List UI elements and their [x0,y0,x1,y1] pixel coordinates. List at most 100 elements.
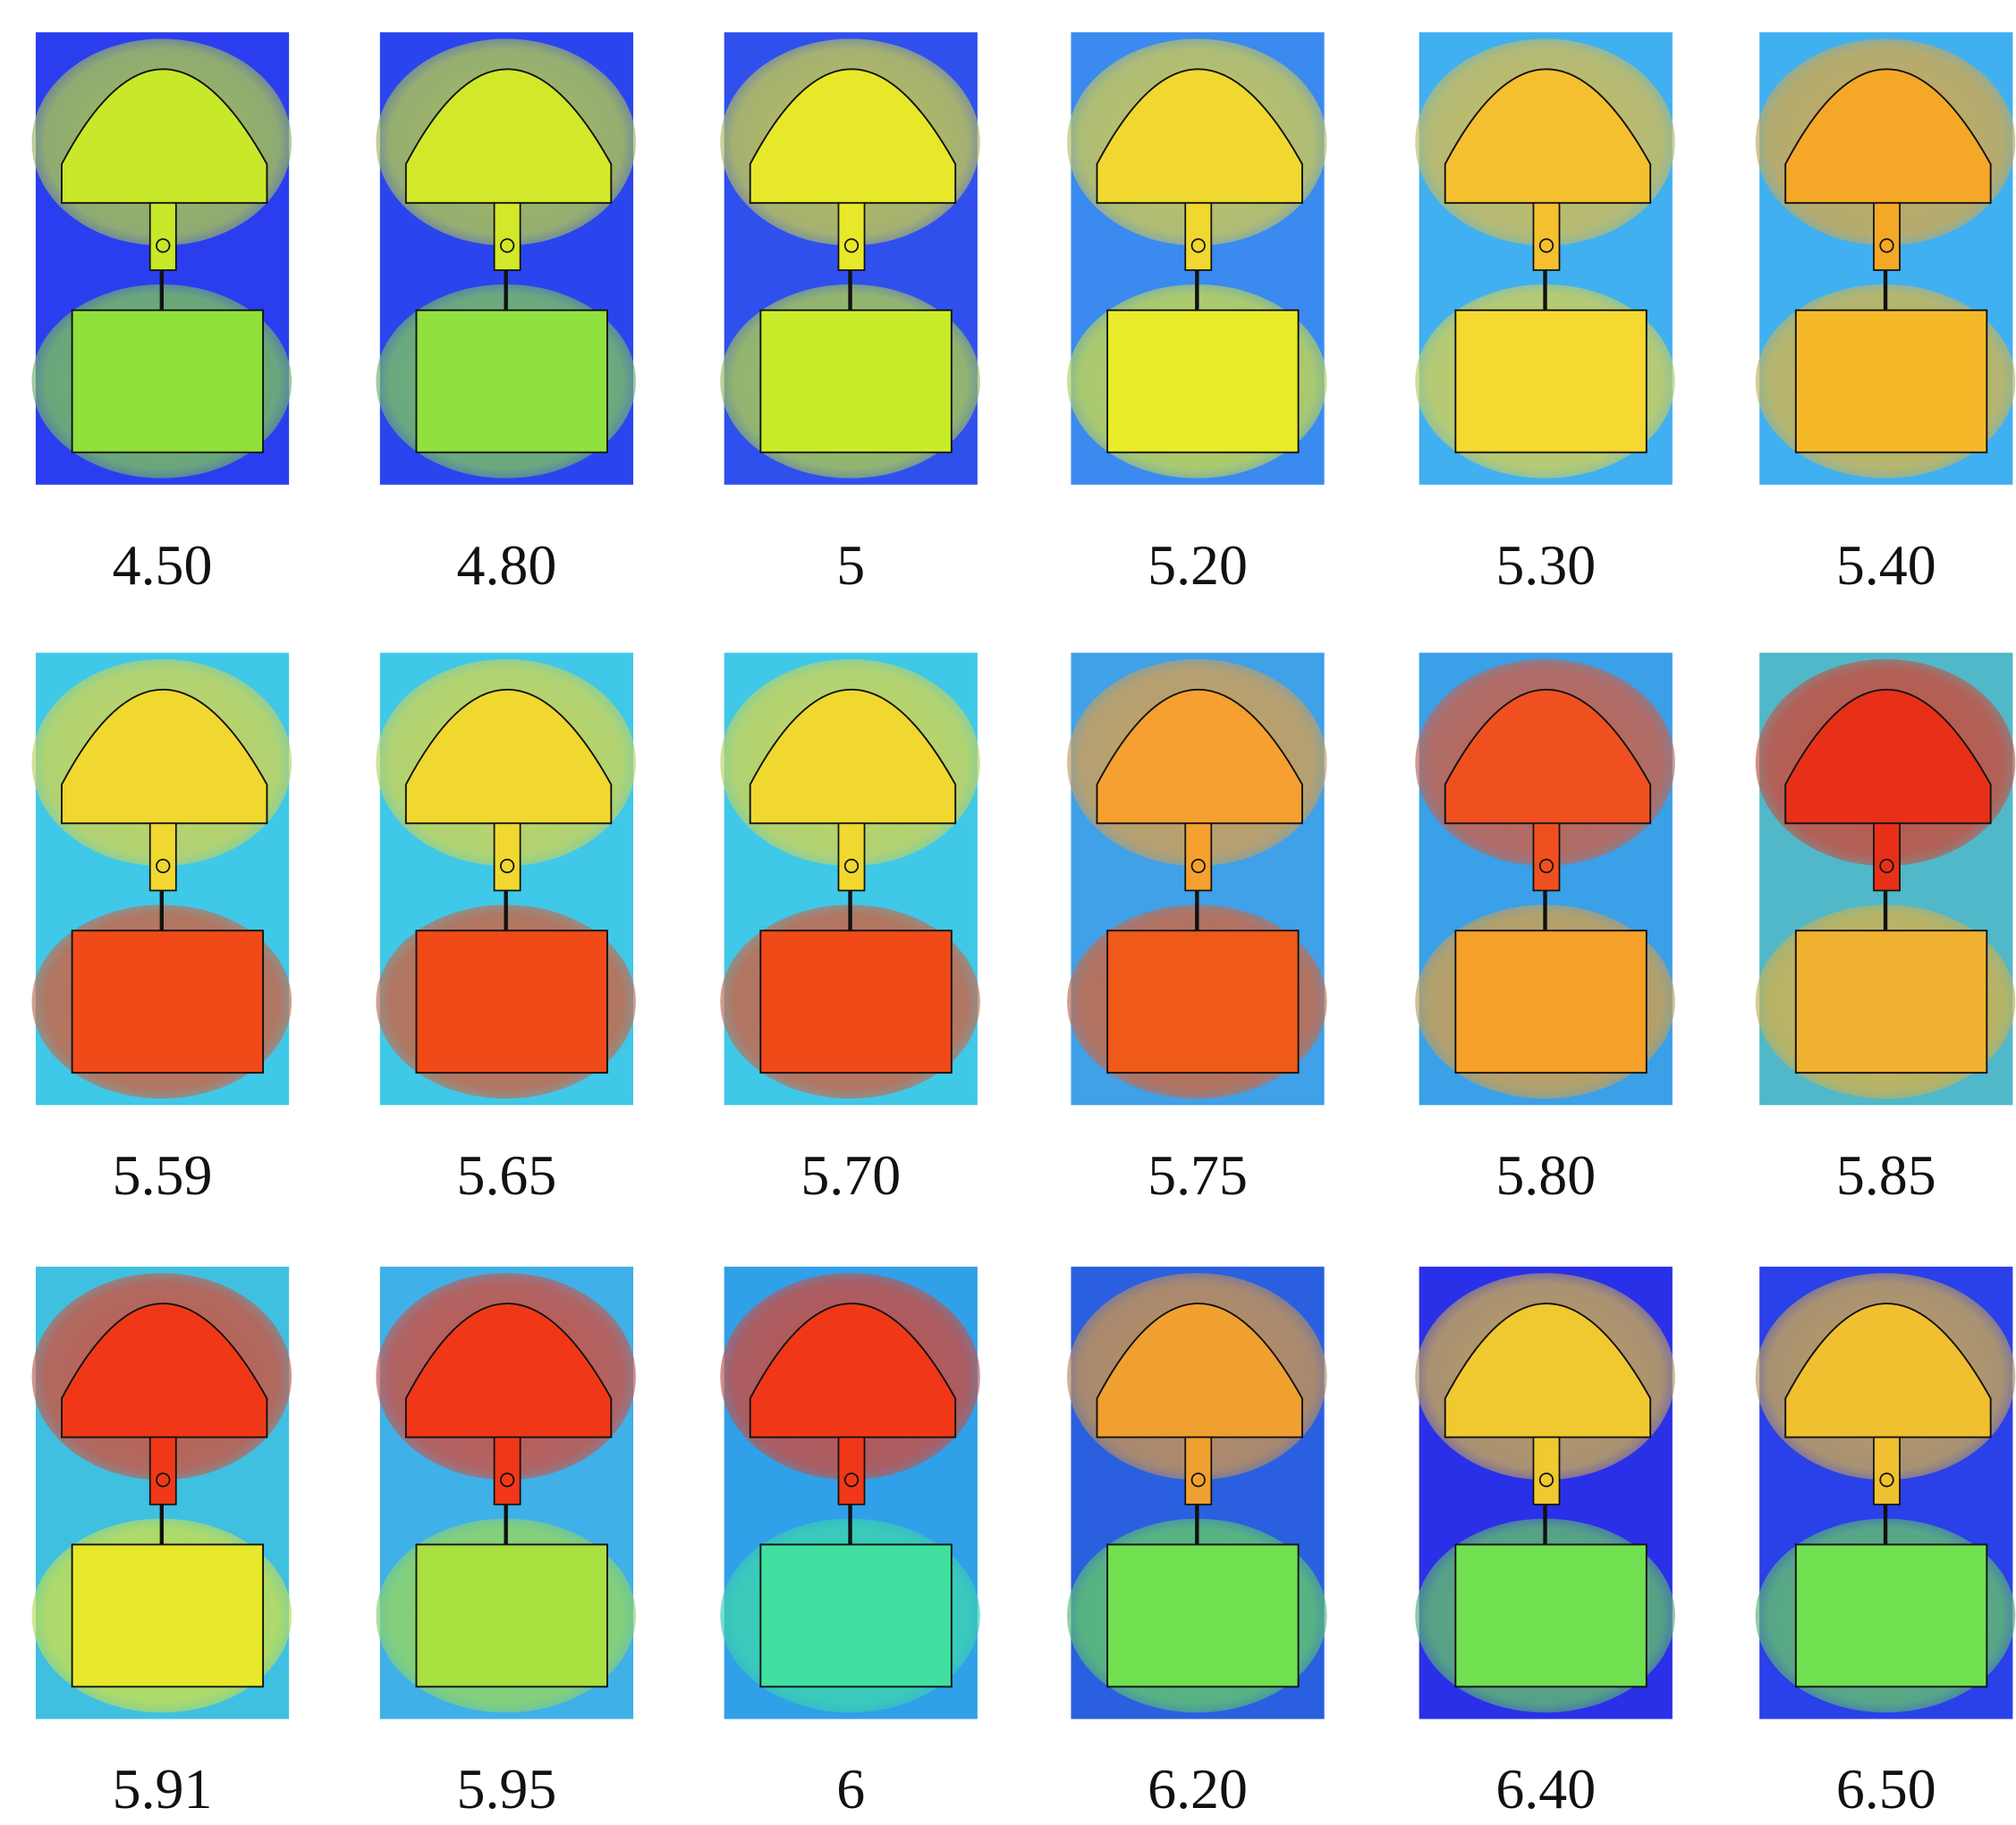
ground-patch [1794,309,1988,454]
ground-patch [759,309,953,454]
ground-patch [1454,309,1648,454]
via [1190,238,1206,253]
frequency-label: 5.40 [1836,533,1936,597]
feed-stem [837,822,866,892]
ground-patch [415,929,608,1074]
feed-stem [837,1436,866,1506]
frequency-label: 6.20 [1148,1757,1248,1821]
ground-patch [759,929,953,1074]
field-plot [1415,1266,1675,1719]
ground-patch [759,1543,953,1688]
feed-stem [1873,822,1901,892]
frequency-label: 5.59 [113,1143,213,1207]
feed-stem [837,201,866,271]
frequency-label: 6 [836,1757,865,1821]
frequency-label: 5.20 [1148,533,1248,597]
via [1879,858,1894,874]
frequency-label: 5.80 [1495,1143,1596,1207]
via [499,858,515,874]
radiator-head [1784,688,1992,825]
feed-stem [1532,1436,1561,1506]
feed-stem [1532,822,1561,892]
radiator-head [1444,68,1652,204]
ground-patch [71,929,265,1074]
radiator-head [1096,68,1303,204]
frequency-label: 5.70 [800,1143,901,1207]
feed-stem [1873,1436,1901,1506]
field-plot [1755,652,2016,1106]
frequency-label: 5.91 [113,1757,213,1821]
via [1879,238,1894,253]
field-plot [31,1266,292,1719]
feed-stem [148,201,177,271]
field-plot [720,32,980,485]
feed-stem [148,822,177,892]
ground-patch [1106,309,1300,454]
frequency-label: 5.75 [1148,1143,1248,1207]
via [499,1473,515,1488]
via [843,1473,860,1488]
via [843,238,860,253]
via [1190,1473,1206,1488]
field-plot [720,1266,980,1719]
radiator-head [1784,1303,1992,1439]
frequency-label: 4.80 [457,533,557,597]
field-plot [376,32,636,485]
via [1538,858,1554,874]
radiator-head [1784,68,1992,204]
feed-stem [493,1436,521,1506]
frequency-label: 6.50 [1836,1757,1936,1821]
radiator-head [61,68,268,204]
ground-patch [1106,1543,1300,1688]
radiator-head [61,688,268,825]
via [1190,858,1206,874]
ground-patch [415,309,608,454]
via [1879,1473,1894,1488]
via [499,238,515,253]
ground-patch [1794,1543,1988,1688]
radiator-head [404,688,613,825]
frequency-label: 5.30 [1495,533,1596,597]
field-plot [31,652,292,1106]
feed-stem [1184,822,1213,892]
field-plot [376,1266,636,1719]
via [156,858,171,874]
field-plot [1415,652,1675,1106]
field-plot [1067,32,1327,485]
ground-patch [1454,929,1648,1074]
radiator-head [1444,1303,1652,1439]
field-plot [1067,1266,1327,1719]
field-plot [376,652,636,1106]
frequency-label: 5.85 [1836,1143,1936,1207]
frequency-label: 4.50 [113,533,213,597]
via [843,858,860,874]
field-plot [1755,1266,2016,1719]
field-plot [1067,652,1327,1106]
radiator-head [61,1303,268,1439]
radiator-head [1096,1303,1303,1439]
via [156,238,171,253]
frequency-label: 6.40 [1495,1757,1596,1821]
ground-patch [1106,929,1300,1074]
frequency-label: 5.95 [457,1757,557,1821]
feed-stem [493,822,521,892]
radiator-head [1444,688,1652,825]
radiator-head [404,1303,613,1439]
radiator-head [749,688,957,825]
radiator-head [749,68,957,204]
feed-stem [1184,201,1213,271]
via [1538,238,1554,253]
feed-stem [1873,201,1901,271]
field-plot [720,652,980,1106]
ground-patch [1794,929,1988,1074]
feed-stem [148,1436,177,1506]
feed-stem [1532,201,1561,271]
feed-stem [493,201,521,271]
ground-patch [1454,1543,1648,1688]
frequency-label: 5.65 [457,1143,557,1207]
via [1538,1473,1554,1488]
radiator-head [404,68,613,204]
field-plot [1755,32,2016,485]
